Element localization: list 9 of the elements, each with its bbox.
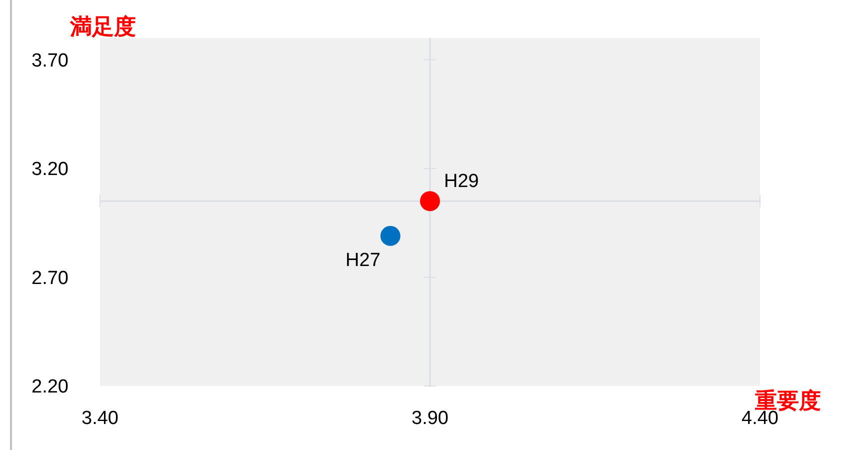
y-tick-label: 3.70	[32, 50, 68, 72]
y-tick-label: 2.70	[32, 268, 68, 289]
x-tick-label: 3.90	[412, 408, 448, 429]
series-label: H27	[346, 250, 380, 271]
y-axis-title: 満足度	[69, 14, 136, 39]
series-label: H29	[444, 171, 479, 192]
y-tick-label: 3.20	[32, 159, 68, 180]
x-tick-label: 3.40	[82, 408, 118, 429]
y-tick-label: 2.20	[32, 376, 68, 398]
